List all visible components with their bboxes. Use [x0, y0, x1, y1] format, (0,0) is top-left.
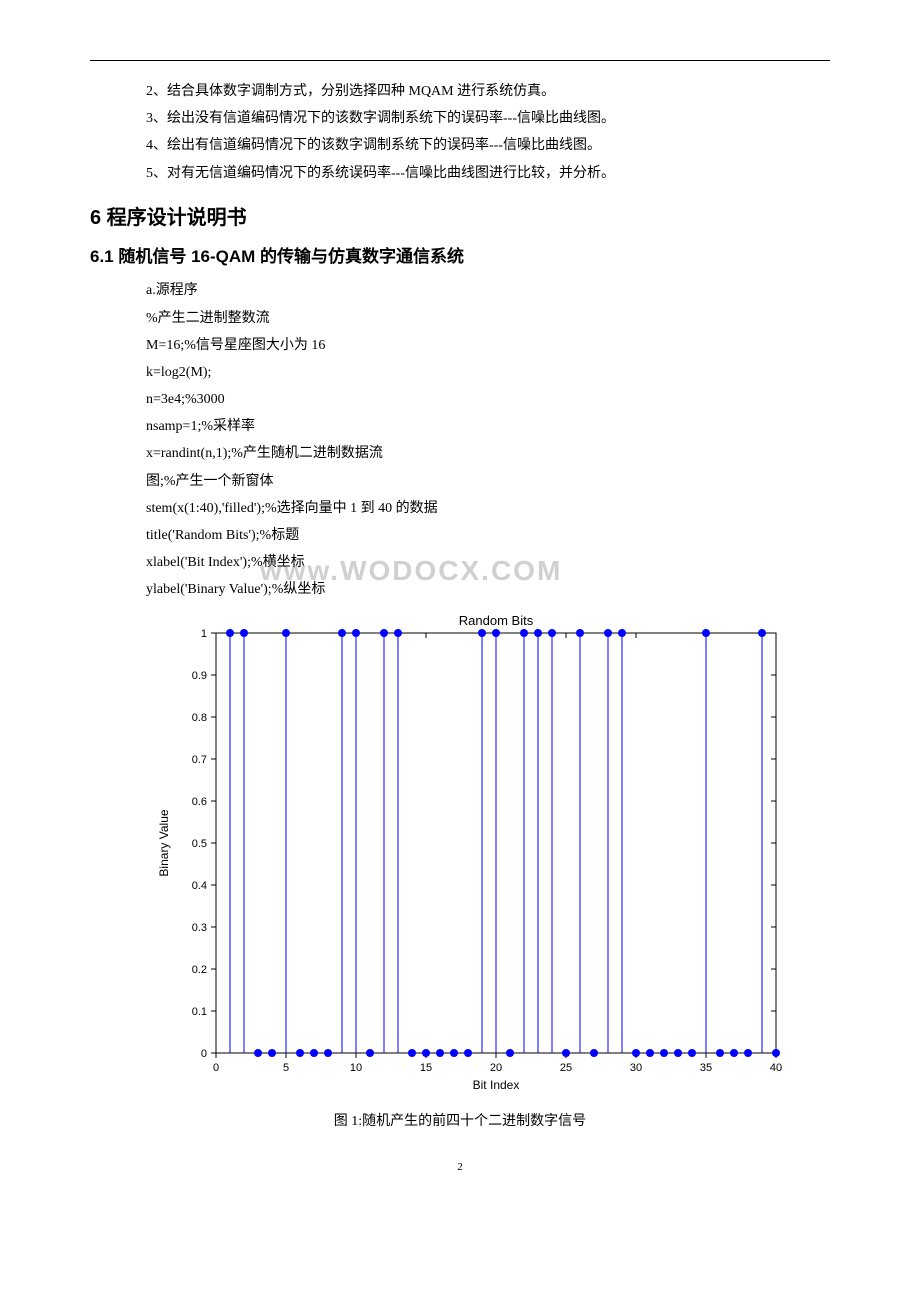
svg-text:0.6: 0.6 — [192, 796, 207, 808]
svg-text:35: 35 — [700, 1062, 712, 1074]
svg-text:15: 15 — [420, 1062, 432, 1074]
code-line: M=16;%信号星座图大小为 16 — [146, 333, 830, 358]
page-number: 2 — [90, 1158, 830, 1178]
para-5: 5、对有无信道编码情况下的系统误码率---信噪比曲线图进行比较，并分析。 — [146, 161, 830, 186]
svg-text:0.5: 0.5 — [192, 838, 207, 850]
stem-chart: Random Bits 0 0.1 0.2 0.3 0.4 0.5 0.6 0.7 0.8 0.9 1… — [146, 609, 830, 1099]
svg-text:0.1: 0.1 — [192, 1006, 207, 1018]
para-3: 3、绘出没有信道编码情况下的该数字调制系统下的误码率---信噪比曲线图。 — [146, 106, 830, 131]
code-line: 图;%产生一个新窗体 — [146, 469, 830, 494]
svg-text:30: 30 — [630, 1062, 642, 1074]
svg-text:0: 0 — [213, 1062, 219, 1074]
code-line: %产生二进制整数流 — [146, 306, 830, 331]
code-line: stem(x(1:40),'filled');%选择向量中 1 到 40 的数据 — [146, 496, 830, 521]
code-line: k=log2(M); — [146, 360, 830, 385]
svg-text:Random Bits: Random Bits — [459, 613, 534, 628]
figure-caption: 图 1:随机产生的前四十个二进制数字信号 — [90, 1109, 830, 1134]
para-4: 4、绘出有信道编码情况下的该数字调制系统下的误码率---信噪比曲线图。 — [146, 133, 830, 158]
code-line: a.源程序 — [146, 278, 830, 303]
svg-text:Binary Value: Binary Value — [157, 809, 171, 876]
svg-text:20: 20 — [490, 1062, 502, 1074]
heading-6-1: 6.1 随机信号 16-QAM 的传输与仿真数字通信系统 — [90, 242, 830, 273]
svg-text:1: 1 — [201, 628, 207, 640]
svg-text:0.3: 0.3 — [192, 922, 207, 934]
svg-text:0.9: 0.9 — [192, 670, 207, 682]
svg-text:0: 0 — [201, 1048, 207, 1060]
code-line: x=randint(n,1);%产生随机二进制数据流 — [146, 441, 830, 466]
svg-text:Bit Index: Bit Index — [473, 1078, 520, 1092]
code-line: n=3e4;%3000 — [146, 387, 830, 412]
svg-text:10: 10 — [350, 1062, 362, 1074]
code-line: nsamp=1;%采样率 — [146, 414, 830, 439]
code-line: title('Random Bits');%标题 — [146, 523, 830, 548]
svg-text:0.4: 0.4 — [192, 880, 207, 892]
svg-text:5: 5 — [283, 1062, 289, 1074]
code-line: xlabel('Bit Index');%横坐标 — [146, 550, 830, 575]
svg-text:0.2: 0.2 — [192, 964, 207, 976]
svg-text:0.7: 0.7 — [192, 754, 207, 766]
svg-text:0.8: 0.8 — [192, 712, 207, 724]
heading-6: 6 程序设计说明书 — [90, 200, 830, 236]
stem-chart-svg: Random Bits 0 0.1 0.2 0.3 0.4 0.5 0.6 0.7 0.8 0.9 1… — [146, 609, 806, 1099]
code-line: ylabel('Binary Value');%纵坐标 — [146, 577, 830, 602]
top-rule — [90, 60, 830, 61]
svg-text:25: 25 — [560, 1062, 572, 1074]
para-2: 2、结合具体数字调制方式，分别选择四种 MQAM 进行系统仿真。 — [146, 79, 830, 104]
svg-text:40: 40 — [770, 1062, 782, 1074]
